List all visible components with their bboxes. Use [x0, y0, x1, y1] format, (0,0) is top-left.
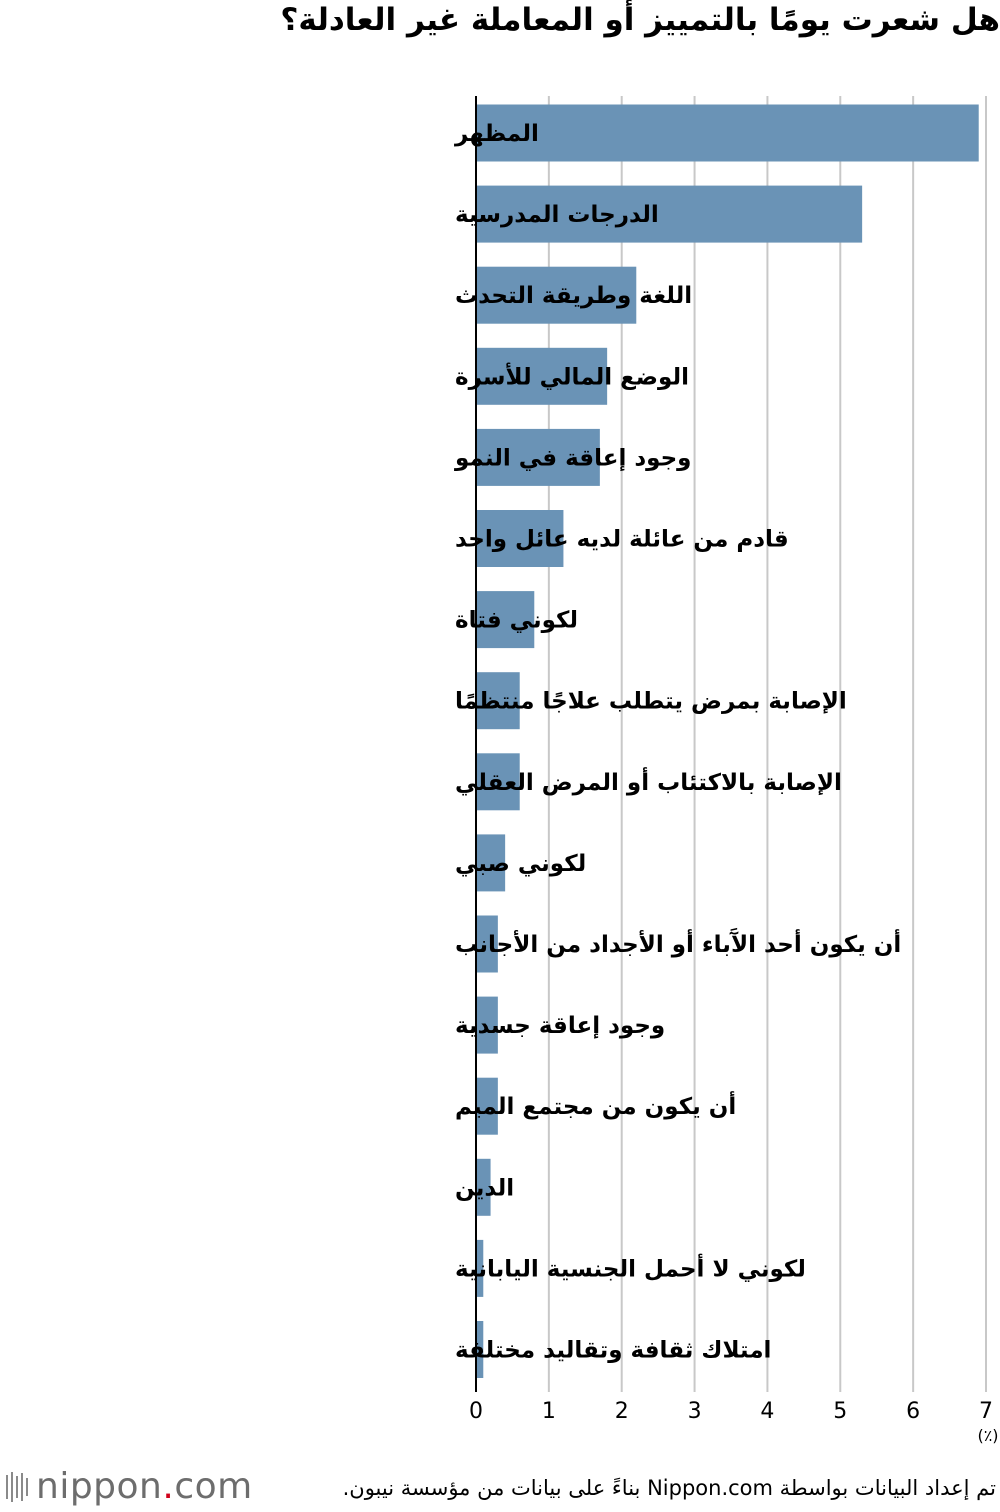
category-label: أن يكون أحد الآَباء أو الأجداد من الأجان…: [455, 928, 901, 958]
bar: [476, 428, 600, 486]
category-label: الدين: [455, 1175, 514, 1201]
x-tick-label: 5: [833, 1399, 847, 1424]
bar: [476, 1158, 491, 1216]
x-tick-label: 3: [688, 1399, 702, 1424]
bar: [476, 510, 564, 567]
category-labels: المظهر الدرجات المدرسية اللغة وطريقة التحد…: [454, 121, 901, 1364]
category-label: لكوني لا أحمل الجنسية اليابانية: [455, 1252, 806, 1282]
bar: [476, 591, 535, 649]
bar: [476, 1321, 484, 1378]
category-label: وجود إعاقة في النمو: [454, 445, 691, 471]
category-label: امتلاك ثقافة وتقاليد مختلفة: [455, 1338, 771, 1364]
category-label: الإصابة بالاكتئاب أو المرض العقلي: [455, 766, 842, 796]
category-label: قادم من عائلة لديه عائل واحد: [455, 527, 789, 553]
bar: [476, 1239, 484, 1297]
data-source-note: تم إعداد البيانات بواسطة Nippon.com بناء…: [342, 1476, 996, 1500]
category-label: لكوني فتاة: [455, 608, 578, 634]
logo-text: nippon: [36, 1466, 163, 1507]
bar: [476, 672, 520, 730]
x-tick-label: 7: [979, 1399, 993, 1424]
category-label: اللغة وطريقة التحدث: [455, 283, 692, 309]
category-label: وجود إعاقة جسدية: [455, 1013, 665, 1039]
bar: [476, 266, 637, 324]
category-label: لكوني صبي: [455, 851, 586, 877]
bar-chart: المظهر الدرجات المدرسية اللغة وطريقة التحد…: [454, 96, 999, 1445]
category-label: الدرجات المدرسية: [455, 202, 659, 228]
nippon-logo: nippon.com: [6, 1466, 253, 1507]
nippon-logo-icon: [6, 1471, 28, 1502]
x-axis-ticks: 0 1 2 3 4 5 6 7: [469, 1399, 993, 1424]
bar: [476, 185, 863, 243]
bar: [476, 104, 979, 162]
category-label: الإصابة بمرض يتطلب علاجًا منتظمًا: [455, 689, 847, 715]
bar: [476, 347, 608, 405]
category-label: المظهر: [454, 121, 539, 147]
bar: [476, 753, 520, 811]
bar: [476, 1077, 498, 1135]
logo-dot: .: [162, 1466, 175, 1507]
chart-title: هل شعرت يومًا بالتمييز أو المعاملة غير ا…: [280, 2, 1000, 38]
x-axis-unit: (٪): [977, 1426, 998, 1445]
category-label: أن يكون من مجتمع الميم: [455, 1090, 736, 1120]
x-tick-label: 0: [469, 1399, 483, 1424]
x-tick-label: 4: [760, 1399, 774, 1424]
bars: [476, 104, 979, 1378]
bar: [476, 996, 498, 1054]
x-tick-label: 6: [906, 1399, 920, 1424]
bar: [476, 915, 498, 973]
bar: [476, 834, 506, 892]
logo-suffix: com: [174, 1466, 253, 1507]
x-tick-label: 2: [615, 1399, 629, 1424]
category-label: الوضع المالي للأسرة: [455, 361, 689, 390]
x-tick-label: 1: [542, 1399, 556, 1424]
logo-wordmark: nippon.com: [36, 1466, 253, 1507]
